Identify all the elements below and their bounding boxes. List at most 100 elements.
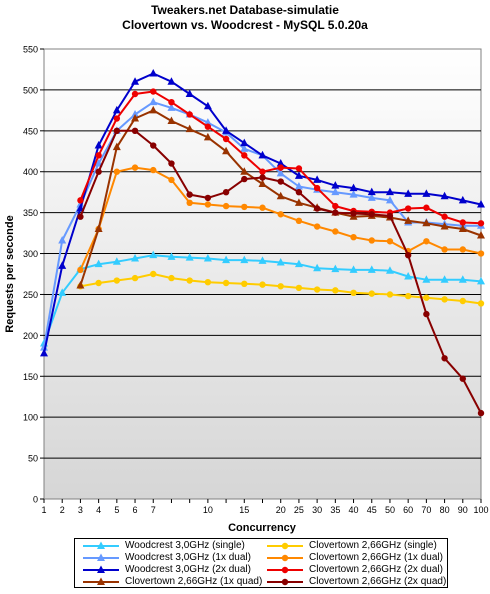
- data-point: [259, 281, 266, 288]
- gridlines: [44, 89, 481, 459]
- data-point: [313, 184, 321, 192]
- data-point: [477, 300, 485, 307]
- y-tick-label: 550: [23, 45, 38, 55]
- data-point: [313, 205, 321, 212]
- data-point: [422, 275, 431, 283]
- y-axis-label: Requests per seconde: [4, 215, 16, 332]
- data-point: [367, 187, 376, 196]
- data-point: [113, 168, 121, 175]
- data-point: [58, 288, 67, 296]
- chart-subtitle: Clovertown vs. Woodcrest - MySQL 5.0.20a: [122, 18, 368, 32]
- data-point: [167, 116, 176, 124]
- data-point: [276, 159, 285, 167]
- data-point: [131, 109, 140, 118]
- data-point: [168, 98, 175, 106]
- data-point: [332, 287, 339, 294]
- data-point: [241, 280, 248, 288]
- data-point: [95, 168, 102, 175]
- data-point: [131, 164, 139, 171]
- x-tick-label: 1: [41, 505, 46, 515]
- x-tick-label: 3: [78, 505, 83, 515]
- data-point: [441, 296, 448, 303]
- legend-label: Woodcrest 3,0GHz (2x dual): [125, 564, 251, 575]
- legend-swatch: [83, 577, 119, 585]
- data-point: [477, 409, 485, 417]
- legend-label: Woodcrest 3,0GHz (1x dual): [125, 552, 251, 563]
- data-point: [458, 195, 467, 204]
- data-point: [332, 228, 339, 235]
- x-tick-label: 4: [96, 505, 101, 515]
- data-point: [331, 181, 340, 189]
- data-point: [167, 103, 176, 111]
- x-tick-label: 15: [239, 505, 249, 515]
- data-point: [313, 263, 322, 272]
- data-point: [150, 166, 157, 174]
- data-point: [404, 216, 413, 224]
- data-point: [94, 224, 103, 232]
- data-point: [349, 190, 358, 198]
- data-point: [385, 195, 394, 204]
- data-point: [258, 179, 267, 187]
- data-point: [186, 199, 193, 207]
- data-point: [459, 297, 466, 305]
- data-point: [368, 237, 375, 244]
- data-point: [40, 343, 48, 351]
- data-point: [477, 199, 485, 208]
- x-axis-label: Concurrency: [228, 522, 297, 534]
- data-point: [241, 203, 248, 211]
- data-point: [313, 175, 322, 183]
- legend-label: Clovertown 2,66GHz (2x quad): [309, 576, 447, 587]
- data-point: [423, 204, 430, 211]
- data-point: [40, 348, 48, 357]
- data-point: [204, 201, 212, 208]
- legend-marker: [97, 541, 105, 549]
- data-point: [404, 292, 412, 300]
- data-point: [295, 284, 303, 292]
- x-tick-label: 35: [330, 505, 340, 515]
- data-point: [77, 197, 84, 204]
- data-point: [441, 213, 448, 220]
- data-point: [331, 187, 340, 196]
- chart-title: Tweakers.net Database-simulatie: [151, 3, 339, 17]
- data-point: [386, 291, 394, 298]
- data-point: [186, 277, 193, 284]
- x-tick-label: 7: [151, 505, 156, 515]
- data-point: [423, 294, 430, 301]
- data-point: [240, 167, 249, 175]
- data-point: [222, 279, 230, 287]
- data-point: [259, 168, 266, 175]
- legend-swatch: [267, 542, 303, 550]
- data-point: [404, 271, 413, 280]
- data-point: [422, 189, 431, 197]
- data-point: [368, 211, 375, 218]
- legend: Woodcrest 3,0GHz (single) Clovertown 2,66…: [74, 538, 448, 588]
- data-point: [386, 212, 394, 220]
- data-point: [168, 274, 175, 282]
- data-point: [295, 188, 303, 196]
- data-point: [477, 231, 485, 239]
- data-point: [149, 69, 158, 77]
- data-point: [222, 202, 230, 210]
- legend-marker: [281, 554, 289, 562]
- series-2: [77, 270, 485, 307]
- data-point: [203, 118, 212, 126]
- data-point: [294, 259, 303, 268]
- data-point: [94, 259, 103, 268]
- data-point: [241, 152, 248, 159]
- data-point: [313, 286, 321, 293]
- data-point: [277, 283, 284, 290]
- data-point: [149, 250, 158, 259]
- x-tick-label: 100: [473, 505, 488, 515]
- data-point: [295, 217, 303, 225]
- y-tick-label: 350: [23, 208, 38, 218]
- data-point: [350, 289, 357, 297]
- series-4: [77, 164, 485, 274]
- data-point: [222, 126, 231, 134]
- data-point: [131, 77, 140, 85]
- y-tick-label: 200: [23, 331, 38, 341]
- data-point: [185, 89, 194, 97]
- series-1: [40, 250, 485, 347]
- data-point: [150, 142, 157, 149]
- x-tick-label: 20: [276, 505, 286, 515]
